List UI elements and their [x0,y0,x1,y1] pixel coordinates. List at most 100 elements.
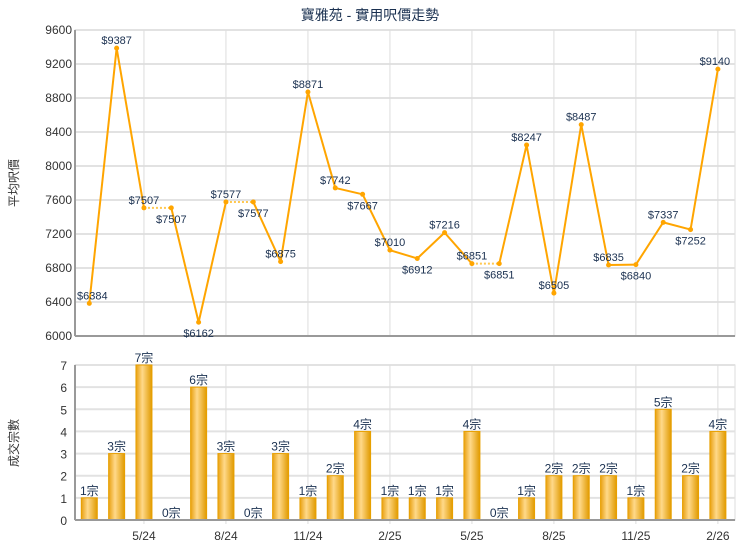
count-data-label: 4宗 [463,416,482,431]
price-point [278,259,284,265]
price-line-segment [115,47,145,209]
price-line-segment [279,91,309,262]
count-tick-label: 5 [60,403,67,417]
price-line-segment [197,201,227,323]
count-bar [381,497,399,521]
count-tick-label: 0 [60,514,67,528]
price-line-segment [306,91,337,189]
price-point [414,255,420,261]
price-point [715,66,721,72]
count-bar [80,497,98,521]
count-bar [436,497,454,521]
count-bar [709,430,727,521]
x-tick-label: 8/24 [214,529,238,543]
count-data-label: 0宗 [244,505,263,520]
count-plot-area [74,364,736,521]
price-line-segment [252,201,282,263]
count-data-label: 5宗 [654,394,673,409]
price-data-label: $7216 [429,220,460,232]
count-bar [545,475,563,521]
price-data-label: $6851 [457,251,488,263]
price-point [332,185,338,191]
count-data-label: 1宗 [435,483,454,498]
x-tick-label: 11/24 [293,529,322,543]
price-line-segment [443,231,473,265]
price-tick-label: 6400 [45,295,72,309]
count-data-label: 2宗 [599,461,618,476]
price-point [114,45,120,51]
price-data-label: $7577 [211,189,242,201]
price-data-label: $6875 [265,249,296,261]
price-data-label: $7742 [320,175,351,187]
count-tick-label: 4 [60,425,67,439]
count-bar [217,453,235,521]
price-data-label: $7252 [675,236,706,248]
count-data-label: 2宗 [681,461,700,476]
x-tick-label: 5/25 [460,529,484,543]
x-tick-label: 8/25 [542,529,566,543]
count-data-label: 4宗 [353,416,372,431]
price-point [250,199,256,205]
count-tick-label: 2 [60,470,67,484]
price-line-segment [552,124,583,294]
x-tick-label: 2/26 [706,529,730,543]
price-line-segment [416,231,446,260]
count-tick-label: 1 [60,492,67,506]
count-data-label: 6宗 [189,372,208,387]
price-axis-label: 平均呎價 [7,159,21,207]
count-bar [572,475,590,521]
count-axis-label: 成交宗數 [6,419,21,467]
price-line-segment [635,221,665,266]
count-data-label: 1宗 [299,483,318,498]
count-bar [135,364,153,521]
price-data-label: $8487 [566,112,597,124]
count-tick-label: 3 [60,448,67,462]
price-line-segment [525,144,555,294]
count-data-label: 3宗 [271,439,290,454]
price-point [442,230,448,236]
price-point [551,290,557,296]
count-bar [627,497,645,521]
price-tick-label: 6000 [45,329,72,343]
count-data-label: 0宗 [490,505,509,520]
price-point [578,122,584,128]
price-line-segment [361,193,391,251]
price-data-label: $9140 [700,56,731,68]
count-bar [654,408,672,521]
price-line-segment [580,124,610,266]
price-data-label: $8247 [511,132,542,144]
count-data-label: 1宗 [517,483,536,498]
count-bar [299,497,317,521]
price-point [660,219,666,225]
price-line-segment [88,47,118,304]
price-data-label: $7577 [238,208,269,220]
price-point [606,262,612,268]
count-bar [408,497,426,521]
count-tick-label: 6 [60,381,67,395]
price-data-label: $9387 [101,35,132,47]
price-data-label: $7507 [129,195,160,207]
count-bar [518,497,536,521]
price-data-label: $6384 [77,290,108,302]
price-data-label: $7507 [156,214,187,226]
price-data-label: $6835 [593,252,624,264]
price-line-segment [170,207,200,323]
price-point [688,227,694,233]
price-tick-label: 8000 [45,159,72,173]
count-data-label: 1宗 [408,483,427,498]
price-point [360,191,366,197]
price-line-segment [335,186,363,196]
count-data-label: 2宗 [572,461,591,476]
price-line-segment [662,221,691,231]
price-data-label: $6912 [402,264,433,276]
price-tick-label: 6800 [45,261,72,275]
chart-title: 寶雅苑 - 實用呎價走勢 [301,7,439,23]
count-data-label: 7宗 [135,350,154,365]
price-data-label: $6162 [183,328,214,340]
price-line-segment [498,144,528,264]
price-tick-label: 7200 [45,227,72,241]
price-point [524,142,530,148]
price-point [196,319,202,325]
